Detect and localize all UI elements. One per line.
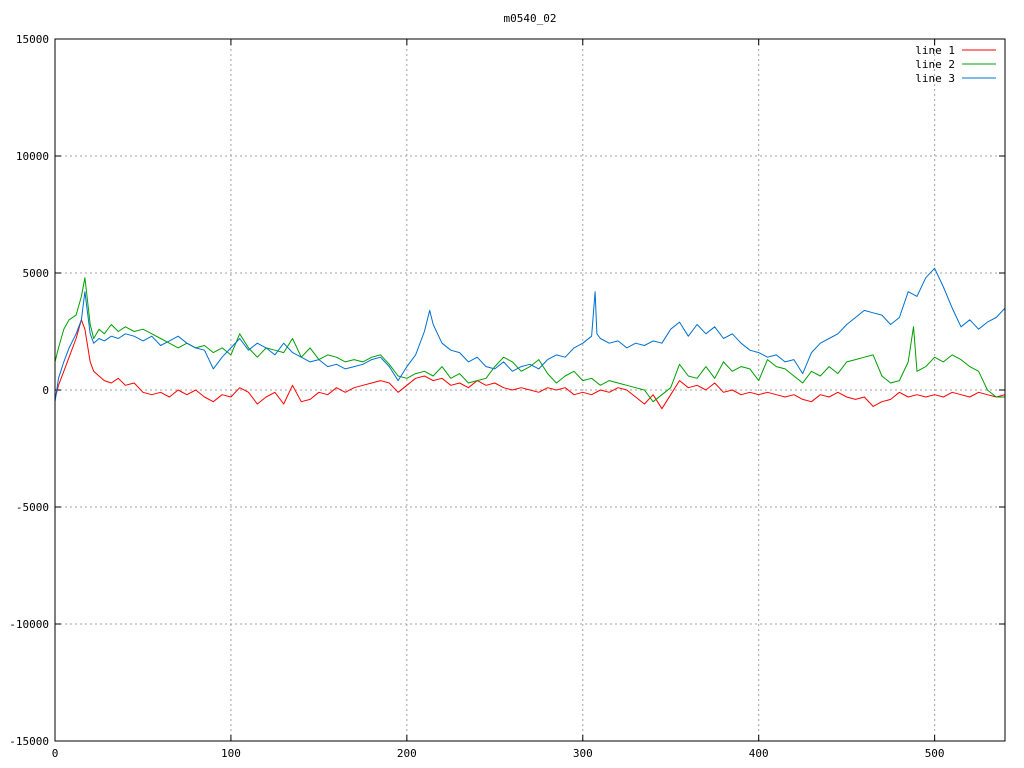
legend-label-3: line 3	[915, 72, 955, 85]
y-tick-label: 0	[42, 384, 49, 397]
y-tick-label: -10000	[9, 618, 49, 631]
y-tick-label: 10000	[16, 150, 49, 163]
series-line-3	[54, 267, 1006, 402]
x-tick-label: 500	[925, 747, 945, 760]
series-group	[54, 267, 1006, 410]
axis-ticks: -15000 -10000 -5000 0 5000 10000 15000 0 100 200 3…	[9, 33, 1005, 760]
y-tick-label: 15000	[16, 33, 49, 46]
x-tick-label: 300	[573, 747, 593, 760]
grid	[55, 39, 1005, 741]
chart-title: m0540_02	[504, 12, 557, 25]
plot-frame	[54, 38, 1006, 742]
x-tick-label: 100	[221, 747, 241, 760]
x-tick-label: 200	[397, 747, 417, 760]
legend-label-1: line 1	[915, 44, 955, 57]
legend-label-2: line 2	[915, 58, 955, 71]
y-tick-label: 5000	[23, 267, 50, 280]
series-line-2	[54, 277, 1005, 403]
y-tick-label: -15000	[9, 735, 49, 748]
y-tick-label: -5000	[16, 501, 49, 514]
x-tick-label: 400	[749, 747, 769, 760]
x-tick-label: 0	[52, 747, 59, 760]
series-line-1	[54, 319, 1006, 410]
